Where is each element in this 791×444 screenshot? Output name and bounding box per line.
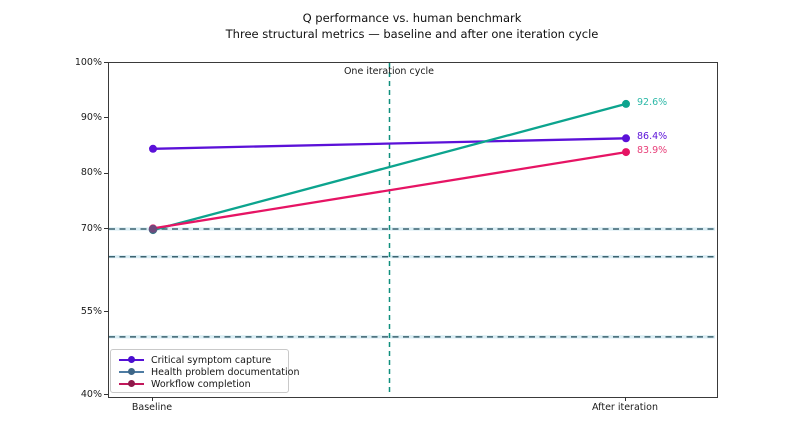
legend-line-marker-icon	[119, 368, 144, 376]
chart-subtitle: Three structural metrics — baseline and …	[225, 26, 599, 41]
y-tick-mark	[104, 311, 108, 312]
legend-item: Health problem documentation	[119, 366, 300, 378]
y-tick-mark	[104, 173, 108, 174]
legend-item-label: Health problem documentation	[151, 366, 300, 378]
series-end-label: 83.9%	[637, 145, 668, 157]
legend-item-label: Critical symptom capture	[151, 354, 272, 366]
x-tick-mark	[625, 397, 626, 401]
chart-title-block: Q performance vs. human benchmark Three …	[108, 11, 716, 42]
x-tick-mark	[152, 397, 153, 401]
chart-title: Q performance vs. human benchmark	[302, 11, 522, 25]
y-tick-mark	[104, 394, 108, 395]
legend-line-marker-icon	[119, 356, 144, 364]
series-end-label: 92.6%	[637, 96, 668, 108]
legend-item-label: Workflow completion	[151, 378, 251, 390]
y-tick-label: 90%	[80, 111, 102, 123]
plot-area	[108, 62, 718, 398]
x-tick-label: After iteration	[592, 402, 658, 413]
legend: Critical symptom capture Health problem d…	[110, 349, 300, 393]
y-tick-mark	[104, 62, 108, 63]
x-tick-label: Baseline	[131, 402, 173, 413]
y-tick-mark	[104, 228, 108, 229]
y-tick-label: 100%	[74, 56, 102, 68]
series-end-label: 86.4%	[637, 131, 668, 143]
iteration-cycle-annotation: One iteration cycle	[343, 66, 435, 77]
y-tick-mark	[104, 117, 108, 118]
y-tick-label: 40%	[80, 388, 102, 400]
chart-canvas	[109, 63, 715, 395]
legend-item: Workflow completion	[119, 378, 284, 390]
y-tick-label: 55%	[80, 305, 102, 317]
y-tick-label: 80%	[80, 167, 102, 179]
legend-item: Critical symptom capture	[119, 354, 284, 366]
y-tick-label: 70%	[80, 222, 102, 234]
legend-line-marker-icon	[119, 380, 144, 388]
